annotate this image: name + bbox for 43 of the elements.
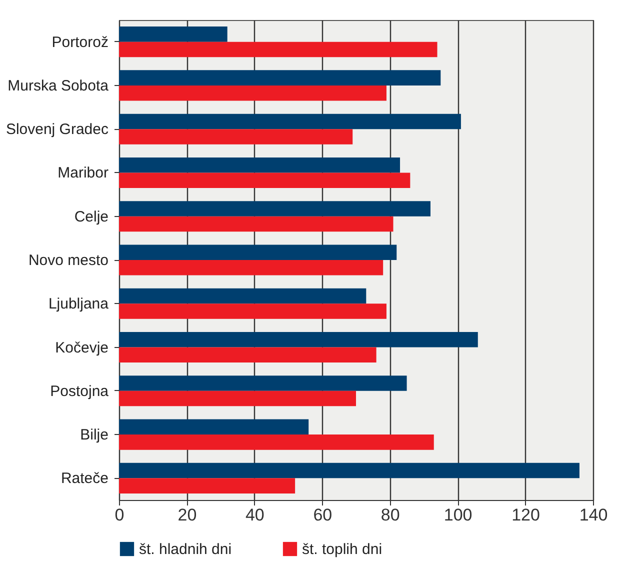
y-tick-label: Maribor [58,164,108,182]
x-tick-label: 100 [444,506,472,524]
y-tick-label: Novo mesto [28,252,108,269]
y-tick-label: Ljubljana [48,296,110,313]
x-tick-label: 120 [512,506,540,524]
legend-label: št. toplih dni [302,541,382,558]
y-tick-label: Murska Sobota [8,77,110,94]
bar [119,70,441,86]
bar [119,244,397,260]
bar [119,434,434,450]
bar [119,478,296,494]
y-tick-label: Bilje [80,426,108,444]
bar [119,114,461,130]
bar [119,157,400,173]
bar [119,419,309,435]
bar [119,288,366,304]
x-tick-label: 80 [380,506,400,524]
legend-label: št. hladnih dni [139,541,232,558]
y-tick-label: Postojna [50,382,110,400]
x-tick-label: 20 [178,506,197,524]
bar [119,304,386,319]
bar [119,260,384,276]
y-tick-label: Kočevje [55,339,108,356]
bar [119,85,386,101]
y-tick-label: Rateče [60,470,108,488]
bar [119,390,356,406]
bar [119,42,438,58]
bar [119,201,430,216]
x-tick-label: 0 [114,506,124,524]
y-tick-label: Slovenj Gradec [6,121,109,138]
bar [119,332,478,348]
bar [119,216,394,232]
bar [119,462,580,478]
x-tick-label: 140 [579,506,608,524]
bar [119,129,353,144]
y-tick-label: Portorož [52,34,108,51]
x-tick-label: 40 [245,506,264,524]
bar [119,172,410,188]
bar [119,347,376,363]
y-tick-label: Celje [74,208,108,226]
bar [119,26,228,42]
bar [119,376,407,391]
x-tick-label: 60 [313,506,332,524]
